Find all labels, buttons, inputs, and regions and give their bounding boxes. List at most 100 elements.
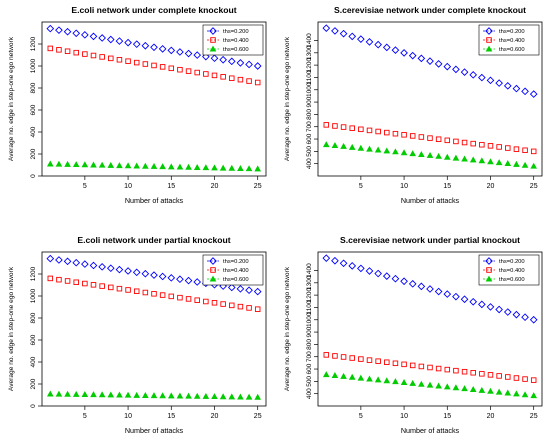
chart-title: E.coli network under partial knockout bbox=[77, 235, 230, 245]
data-point bbox=[125, 287, 131, 293]
data-point bbox=[72, 390, 80, 397]
data-point bbox=[331, 372, 339, 378]
chart-title: S.cerevisiae network under complete knoc… bbox=[334, 5, 526, 15]
data-point bbox=[400, 277, 408, 286]
data-point bbox=[418, 380, 425, 387]
series-ths=0.600 bbox=[46, 390, 262, 400]
data-point bbox=[495, 388, 503, 395]
data-point bbox=[391, 46, 400, 54]
x-tick-label: 20 bbox=[487, 413, 495, 420]
data-point bbox=[513, 146, 520, 152]
data-point bbox=[339, 29, 348, 38]
data-point bbox=[443, 153, 451, 160]
series-ths=0.600 bbox=[322, 141, 538, 169]
data-point bbox=[237, 165, 244, 171]
legend-label: ths=0.400 bbox=[223, 38, 249, 44]
data-point bbox=[167, 46, 176, 55]
data-point bbox=[106, 35, 115, 44]
legend-label: ths=0.600 bbox=[499, 47, 525, 53]
data-point bbox=[521, 161, 529, 168]
legend-marker bbox=[485, 257, 493, 265]
data-point bbox=[409, 362, 416, 369]
data-point bbox=[408, 279, 417, 288]
y-tick-label: 0 bbox=[30, 174, 37, 178]
data-point bbox=[46, 160, 54, 167]
x-tick-label: 25 bbox=[254, 413, 262, 420]
x-axis-label: Number of attacks bbox=[125, 426, 184, 435]
data-point bbox=[366, 127, 373, 134]
legend: ths=0.200 ths=0.400 ths=0.600 bbox=[478, 254, 540, 286]
data-point bbox=[486, 76, 495, 85]
data-point bbox=[151, 62, 157, 69]
data-point bbox=[443, 290, 452, 298]
data-point bbox=[401, 361, 407, 368]
y-tick-label: 1200 bbox=[306, 288, 313, 303]
data-point bbox=[530, 148, 537, 155]
data-point bbox=[495, 305, 503, 314]
data-point bbox=[452, 384, 460, 391]
legend-label: ths=0.200 bbox=[223, 29, 249, 35]
data-point bbox=[176, 275, 184, 284]
data-point bbox=[150, 392, 158, 399]
data-point bbox=[202, 164, 210, 171]
data-point bbox=[495, 79, 503, 87]
data-point bbox=[184, 276, 193, 285]
data-point bbox=[452, 65, 460, 74]
data-point bbox=[124, 267, 132, 275]
data-point bbox=[503, 81, 512, 90]
data-point bbox=[323, 352, 330, 358]
legend-marker bbox=[210, 37, 216, 43]
data-point bbox=[64, 48, 71, 54]
data-point bbox=[365, 267, 374, 275]
data-point bbox=[193, 392, 201, 399]
data-point bbox=[452, 154, 460, 161]
y-tick-label: 1400 bbox=[306, 33, 313, 48]
series-ths=0.400 bbox=[47, 275, 261, 312]
data-point bbox=[227, 57, 236, 66]
y-tick-label: 900 bbox=[306, 96, 313, 107]
data-point bbox=[365, 38, 374, 46]
data-point bbox=[375, 358, 381, 364]
data-point bbox=[479, 371, 485, 377]
data-point bbox=[246, 305, 252, 311]
data-point bbox=[89, 261, 98, 270]
data-point bbox=[81, 30, 89, 39]
data-point bbox=[435, 136, 442, 142]
data-point bbox=[167, 163, 175, 170]
legend-label: ths=0.600 bbox=[499, 277, 525, 283]
data-point bbox=[73, 49, 79, 56]
data-point bbox=[435, 382, 442, 389]
data-point bbox=[478, 386, 486, 393]
data-point bbox=[228, 393, 236, 400]
y-tick-label: 800 bbox=[30, 312, 37, 323]
y-tick-label: 500 bbox=[306, 146, 313, 157]
data-point bbox=[479, 141, 485, 148]
data-point bbox=[521, 87, 529, 96]
data-point bbox=[400, 49, 408, 57]
data-point bbox=[409, 379, 417, 386]
data-point bbox=[63, 257, 72, 266]
data-point bbox=[374, 40, 382, 49]
data-point bbox=[142, 162, 149, 169]
data-point bbox=[340, 354, 347, 360]
y-tick-label: 1000 bbox=[306, 312, 313, 327]
data-point bbox=[322, 371, 330, 378]
y-tick-label: 1000 bbox=[30, 58, 37, 73]
y-tick-label: 1300 bbox=[306, 275, 313, 290]
data-point bbox=[176, 163, 184, 170]
x-tick-label: 15 bbox=[443, 183, 451, 190]
data-point bbox=[141, 269, 150, 278]
data-point bbox=[340, 372, 347, 379]
data-point bbox=[176, 48, 184, 56]
data-point bbox=[434, 287, 443, 296]
data-point bbox=[211, 72, 218, 79]
data-point bbox=[46, 390, 54, 397]
data-point bbox=[487, 158, 494, 165]
data-point bbox=[487, 143, 494, 149]
y-tick-label: 1400 bbox=[306, 263, 313, 278]
data-point bbox=[245, 165, 253, 172]
data-point bbox=[229, 302, 235, 309]
data-point bbox=[505, 145, 511, 151]
data-point bbox=[504, 389, 512, 396]
